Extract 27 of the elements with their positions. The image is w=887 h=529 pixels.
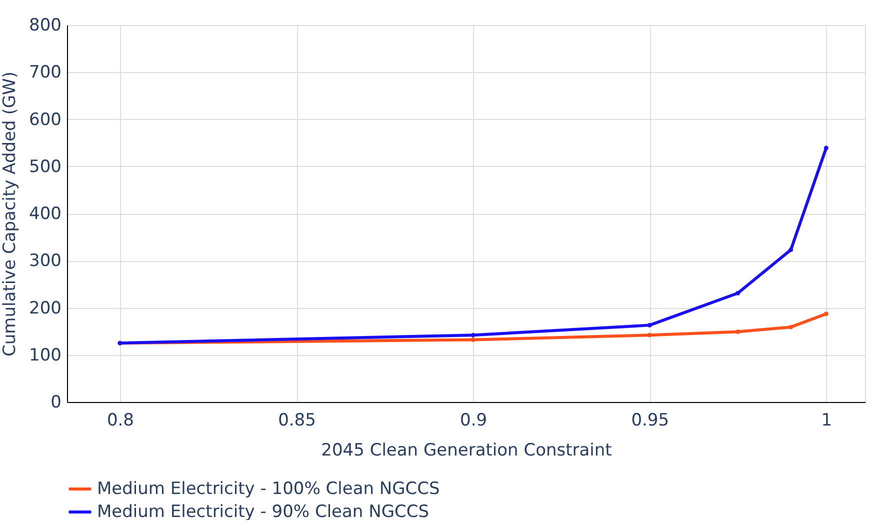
x-tick-label: 0.8 bbox=[106, 410, 134, 430]
x-axis-title: 2045 Clean Generation Constraint bbox=[321, 440, 612, 460]
y-tick-label: 800 bbox=[29, 16, 62, 36]
point bbox=[788, 248, 794, 252]
point bbox=[736, 290, 740, 296]
point bbox=[470, 338, 476, 342]
point bbox=[824, 146, 828, 150]
point bbox=[824, 312, 828, 316]
x-tick-label: 0.9 bbox=[460, 410, 488, 430]
y-tick-label: 400 bbox=[29, 204, 62, 224]
point bbox=[470, 332, 476, 338]
point bbox=[647, 322, 652, 328]
y-tick-label: 500 bbox=[29, 156, 62, 177]
point bbox=[788, 324, 794, 330]
y-tick-label: 100 bbox=[29, 345, 62, 366]
point bbox=[647, 332, 652, 338]
legend-label: Medium Electricity - 100% Clean NGCCS bbox=[97, 479, 440, 499]
x-tick-label: 0.85 bbox=[278, 410, 316, 430]
y-tick-label: 600 bbox=[29, 110, 62, 130]
x-tick-label: 1 bbox=[821, 410, 832, 430]
y-tick-label: 300 bbox=[29, 251, 62, 272]
x-tick-label: 0.95 bbox=[631, 410, 670, 430]
y-tick-label: 0 bbox=[50, 392, 62, 412]
y-axis-title: Cumulative Capacity Added (GW) bbox=[0, 72, 20, 356]
point bbox=[736, 330, 740, 334]
y-tick-label: 700 bbox=[29, 62, 62, 83]
y-tick-label: 200 bbox=[29, 298, 62, 318]
